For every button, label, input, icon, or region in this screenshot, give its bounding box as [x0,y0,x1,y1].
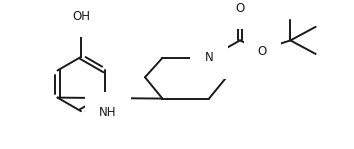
Text: OH: OH [72,10,90,23]
Text: O: O [258,45,267,58]
Text: N: N [205,51,213,64]
Text: O: O [235,2,245,15]
Text: NH: NH [99,106,117,119]
